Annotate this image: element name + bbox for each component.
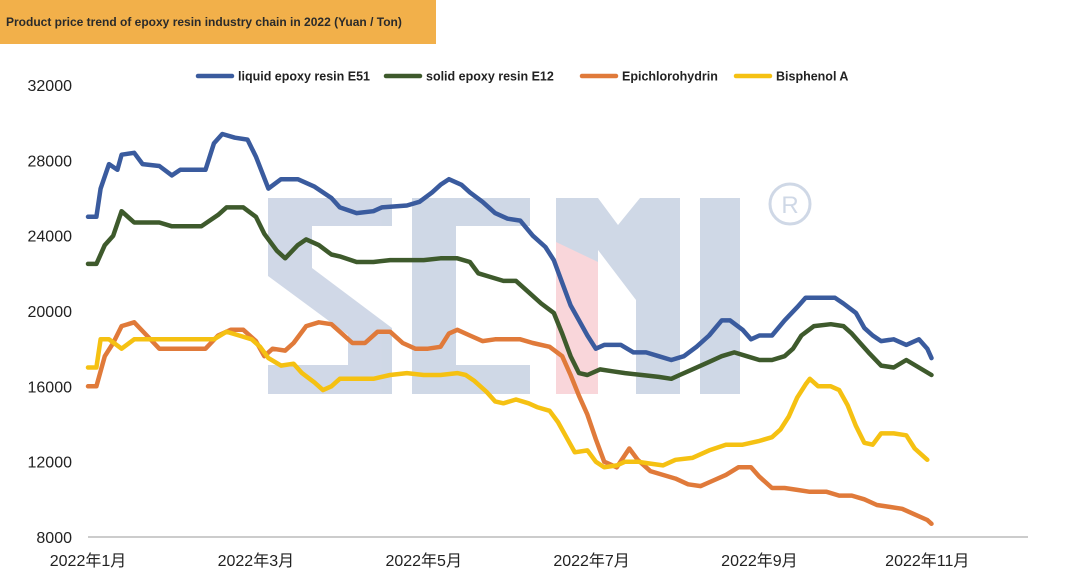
legend-label: liquid epoxy resin E51	[238, 70, 370, 84]
x-tick-label: 2022年11月	[885, 552, 969, 570]
legend-label: Epichlorohydrin	[622, 70, 718, 84]
series-line-1	[85, 131, 934, 363]
x-tick-label: 2022年9月	[721, 552, 798, 570]
y-tick-label: 16000	[28, 379, 73, 396]
series-line-3	[85, 320, 934, 527]
x-tick-label: 2022年3月	[218, 552, 295, 570]
legend-label: Bisphenol A	[776, 70, 848, 84]
watermark-logo: R	[268, 182, 812, 394]
y-tick-label: 28000	[28, 153, 73, 170]
legend: liquid epoxy resin E51 solid epoxy resin …	[195, 70, 848, 84]
y-tick-label: 32000	[28, 78, 73, 95]
y-tick-label: 12000	[28, 455, 73, 472]
y-tick-label: 24000	[28, 229, 73, 246]
x-tick-label: 2022年5月	[385, 552, 462, 570]
y-tick-label: 20000	[28, 304, 73, 321]
series-layer	[85, 131, 934, 527]
x-tick-label: 2022年7月	[553, 552, 630, 570]
series-line-2	[85, 205, 934, 382]
x-tick-label: 2022年1月	[50, 552, 127, 570]
series-line-4	[85, 329, 930, 470]
axes: 8000 12000 16000 20000 24000 28000 32000 2022年1…	[28, 78, 1028, 570]
svg-text:R: R	[781, 192, 798, 219]
legend-label: solid epoxy resin E12	[426, 70, 554, 84]
chart-title: Product price trend of epoxy resin indus…	[0, 0, 436, 44]
y-tick-label: 8000	[36, 530, 72, 547]
